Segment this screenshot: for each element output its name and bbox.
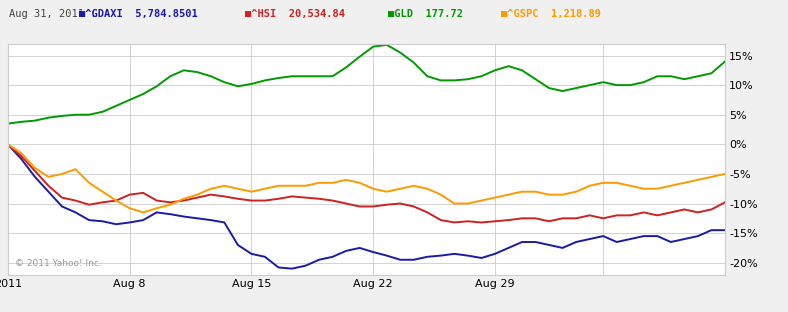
Text: ■^HSI  20,534.84: ■^HSI 20,534.84: [245, 9, 345, 19]
Text: ■^GSPC  1,218.89: ■^GSPC 1,218.89: [501, 9, 601, 19]
Text: Aug 31, 2011 :: Aug 31, 2011 :: [9, 9, 103, 19]
Text: © 2011 Yahoo! Inc.: © 2011 Yahoo! Inc.: [15, 259, 102, 268]
Text: ■GLD  177.72: ■GLD 177.72: [388, 9, 463, 19]
Text: ■^GDAXI  5,784.8501: ■^GDAXI 5,784.8501: [79, 9, 198, 19]
